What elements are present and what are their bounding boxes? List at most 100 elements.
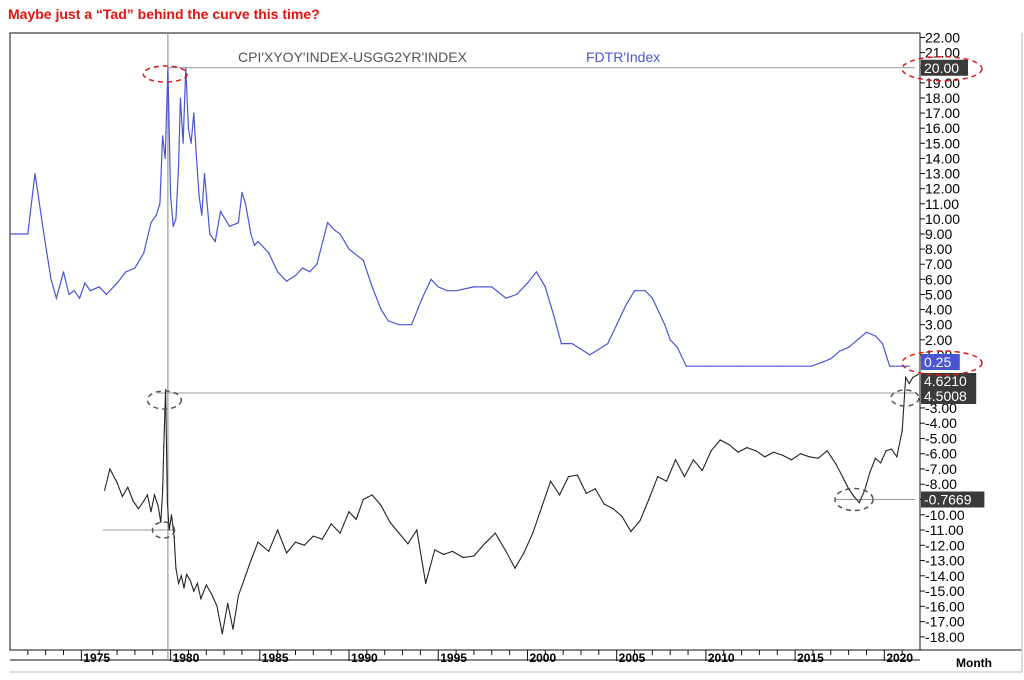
bottom-right-axis: -3.00-4.00-5.00-6.00-7.00-8.00-9.00-10.0… [920, 400, 965, 645]
spread-point [434, 549, 436, 551]
fdtr-point [410, 324, 413, 326]
spread-point [585, 492, 587, 494]
spread-point [917, 373, 919, 375]
fdtr-point [68, 293, 70, 295]
x-tick-label: 2005 [619, 651, 646, 665]
fdtr-point [294, 274, 297, 277]
spread-point [277, 529, 279, 531]
spread-point [186, 573, 188, 575]
spread-point [160, 521, 162, 524]
spread-point [416, 529, 418, 531]
fdtr-point [50, 278, 52, 280]
fdtr-point [380, 309, 382, 311]
fdtr-point [669, 339, 671, 341]
spread-point [286, 552, 288, 554]
highlight-ellipse-20-tag [901, 56, 983, 82]
y-tick-label: -5.00 [925, 430, 957, 446]
spread-point [116, 482, 118, 484]
fdtr-point [214, 240, 216, 243]
spread-point [189, 579, 191, 582]
fdtr-point [535, 271, 538, 273]
spread-point [165, 389, 167, 391]
value-tag [921, 354, 960, 370]
spread-point [657, 476, 659, 478]
fdtr-point [241, 191, 243, 193]
spread-point [494, 532, 496, 534]
annotation-guides [103, 33, 915, 660]
fdtr-point [193, 112, 195, 114]
fdtr-point [62, 271, 65, 273]
spread-point [835, 463, 837, 465]
spread-point [885, 450, 887, 452]
fdtr-point [705, 365, 707, 367]
fdtr-point [237, 222, 239, 224]
spread-point [874, 457, 877, 459]
fdtr-point [881, 343, 884, 345]
fdtr-point [190, 142, 192, 144]
fdtr-point [105, 293, 107, 295]
spread-point [719, 439, 721, 441]
y-tick-label: 18.00 [925, 90, 960, 106]
fdtr-point [159, 203, 161, 205]
fdtr-point [309, 271, 311, 273]
spread-point [312, 535, 314, 537]
spread-point [523, 552, 525, 554]
spread-point [407, 543, 409, 545]
spread-point [674, 459, 677, 461]
x-tick-label: 2015 [797, 651, 824, 665]
fdtr-point [55, 297, 58, 299]
value-tag [921, 491, 985, 508]
fdtr-point [79, 297, 81, 299]
value-tag [921, 373, 977, 389]
spread-point [227, 602, 229, 604]
spread-point [170, 514, 173, 516]
fdtr-point [228, 225, 231, 227]
spread-point [567, 476, 570, 478]
spread-point [268, 550, 270, 553]
fdtr-point [571, 343, 573, 345]
value-tag-label: 20.00 [924, 60, 959, 76]
spread-point [104, 489, 106, 491]
fdtr-point [616, 324, 618, 326]
fdtr-point [339, 233, 341, 235]
spread-point [348, 511, 350, 513]
y-tick-label: -11.00 [925, 522, 964, 538]
spread-point [153, 494, 156, 496]
spread-point [869, 471, 871, 473]
fdtr-point [175, 218, 177, 220]
spread-point [162, 491, 164, 493]
spread-point [901, 430, 903, 432]
y-tick-label: 4.00 [925, 302, 952, 318]
spread-series [104, 373, 919, 635]
spread-point [692, 459, 695, 461]
y-tick-label: 10.00 [925, 211, 960, 227]
fdtr-point [865, 331, 868, 333]
fdtr-point [209, 233, 211, 235]
y-tick-label: 6.00 [925, 271, 952, 287]
spread-point [166, 502, 168, 504]
fdtr-point [179, 97, 181, 99]
x-tick-label: 2020 [886, 651, 913, 665]
spread-point [175, 567, 177, 569]
fdtr-point [155, 214, 157, 216]
spread-point [764, 456, 766, 458]
spread-point [782, 454, 784, 456]
spread-point [880, 462, 882, 464]
fdtr-point [89, 290, 91, 292]
y-tick-label: -14.00 [925, 568, 965, 584]
fdtr-point [821, 361, 823, 363]
fdtr-point [84, 282, 86, 284]
spread-point [505, 550, 507, 553]
y-tick-label: 19.00 [925, 75, 960, 91]
spread-point [150, 511, 152, 513]
spread-point [257, 541, 259, 543]
value-tag-label: 0.25 [924, 354, 951, 370]
spread-point [127, 486, 129, 488]
spread-point [746, 447, 748, 449]
fdtr-point [348, 248, 350, 250]
spread-point [790, 459, 793, 461]
fdtr-point [387, 320, 389, 322]
spread-line [104, 373, 919, 634]
fdtr-point [651, 297, 654, 299]
y-tick-label: 16.00 [925, 120, 960, 136]
